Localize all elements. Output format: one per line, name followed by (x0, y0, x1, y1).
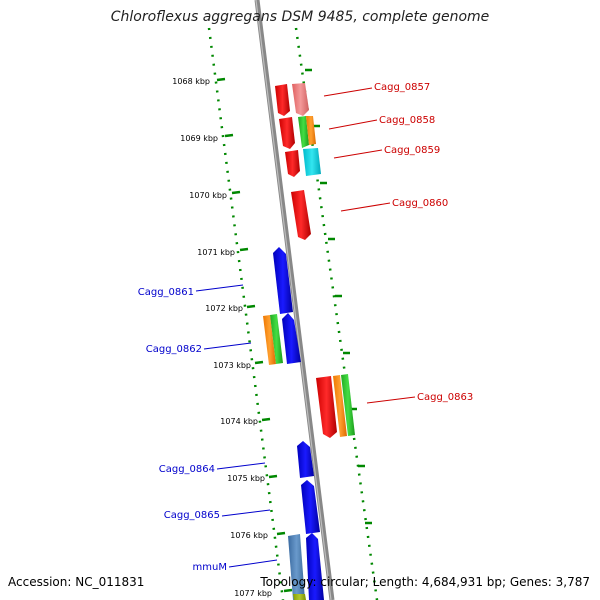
ruler-ticks (216, 77, 293, 593)
reverse-genes (263, 247, 324, 600)
reverse-label-lines (195, 284, 278, 568)
gene-feature[interactable] (333, 375, 347, 437)
gene-label[interactable]: Cagg_0862 (146, 344, 202, 355)
gene-label[interactable]: Cagg_0860 (392, 198, 448, 209)
gene-feature[interactable] (285, 150, 300, 177)
forward-genes (275, 83, 355, 438)
gene-feature[interactable] (341, 374, 355, 436)
gene-label[interactable]: Cagg_0864 (159, 464, 215, 475)
gene-feature[interactable] (316, 376, 337, 438)
gene-label[interactable]: Cagg_0865 (164, 510, 220, 521)
gene-label[interactable]: Cagg_0858 (379, 115, 435, 126)
kbp-label: 1075 kbp (227, 474, 265, 483)
map-title: Chloroflexus aggregans DSM 9485, complet… (110, 9, 490, 25)
gene-label[interactable]: Cagg_0859 (384, 145, 440, 156)
ruler-ticks-right (305, 68, 372, 525)
gene-feature[interactable] (306, 533, 324, 600)
genome-backbone-highlight (255, 0, 332, 600)
gene-label[interactable]: Cagg_0861 (138, 287, 194, 298)
kbp-label: 1069 kbp (180, 134, 218, 143)
ruler-right (294, 27, 379, 600)
kbp-label: 1076 kbp (230, 531, 268, 540)
kbp-label: 1068 kbp (172, 77, 210, 86)
kbp-labels: 1068 kbp 1069 kbp 1070 kbp 1071 kbp 1072… (172, 77, 272, 598)
ruler-left (207, 27, 285, 600)
kbp-label: 1073 kbp (213, 361, 251, 370)
kbp-label: 1071 kbp (197, 248, 235, 257)
gene-feature[interactable] (301, 480, 320, 534)
gene-feature[interactable] (275, 84, 290, 116)
gene-feature[interactable] (279, 117, 295, 149)
forward-gene-labels: Cagg_0857 Cagg_0858 Cagg_0859 Cagg_0860 … (374, 82, 473, 403)
gene-feature[interactable] (270, 314, 283, 364)
accession-text: Accession: NC_011831 (8, 575, 145, 589)
forward-label-lines (323, 87, 416, 404)
gene-feature[interactable] (273, 247, 293, 314)
gene-feature[interactable] (298, 116, 309, 148)
gene-feature[interactable] (306, 116, 316, 145)
genome-stats-text: Topology: circular; Length: 4,684,931 bp… (260, 575, 590, 589)
kbp-label: 1072 kbp (205, 304, 243, 313)
gene-label[interactable]: mmuM (193, 562, 227, 573)
gene-feature[interactable] (297, 441, 314, 478)
gene-feature[interactable] (292, 83, 309, 116)
gene-feature[interactable] (303, 148, 321, 176)
gene-label[interactable]: Cagg_0857 (374, 82, 430, 93)
genome-backbone (254, 0, 335, 600)
kbp-label: 1077 kbp (234, 589, 272, 598)
gene-feature[interactable] (282, 313, 301, 364)
gene-feature[interactable] (263, 315, 276, 365)
gene-label[interactable]: Cagg_0863 (417, 392, 473, 403)
gene-feature[interactable] (293, 594, 306, 600)
kbp-label: 1074 kbp (220, 417, 258, 426)
kbp-label: 1070 kbp (189, 191, 227, 200)
gene-feature[interactable] (288, 534, 305, 600)
reverse-gene-labels: Cagg_0861 Cagg_0862 Cagg_0864 Cagg_0865 … (138, 287, 227, 573)
gene-feature[interactable] (291, 190, 311, 240)
